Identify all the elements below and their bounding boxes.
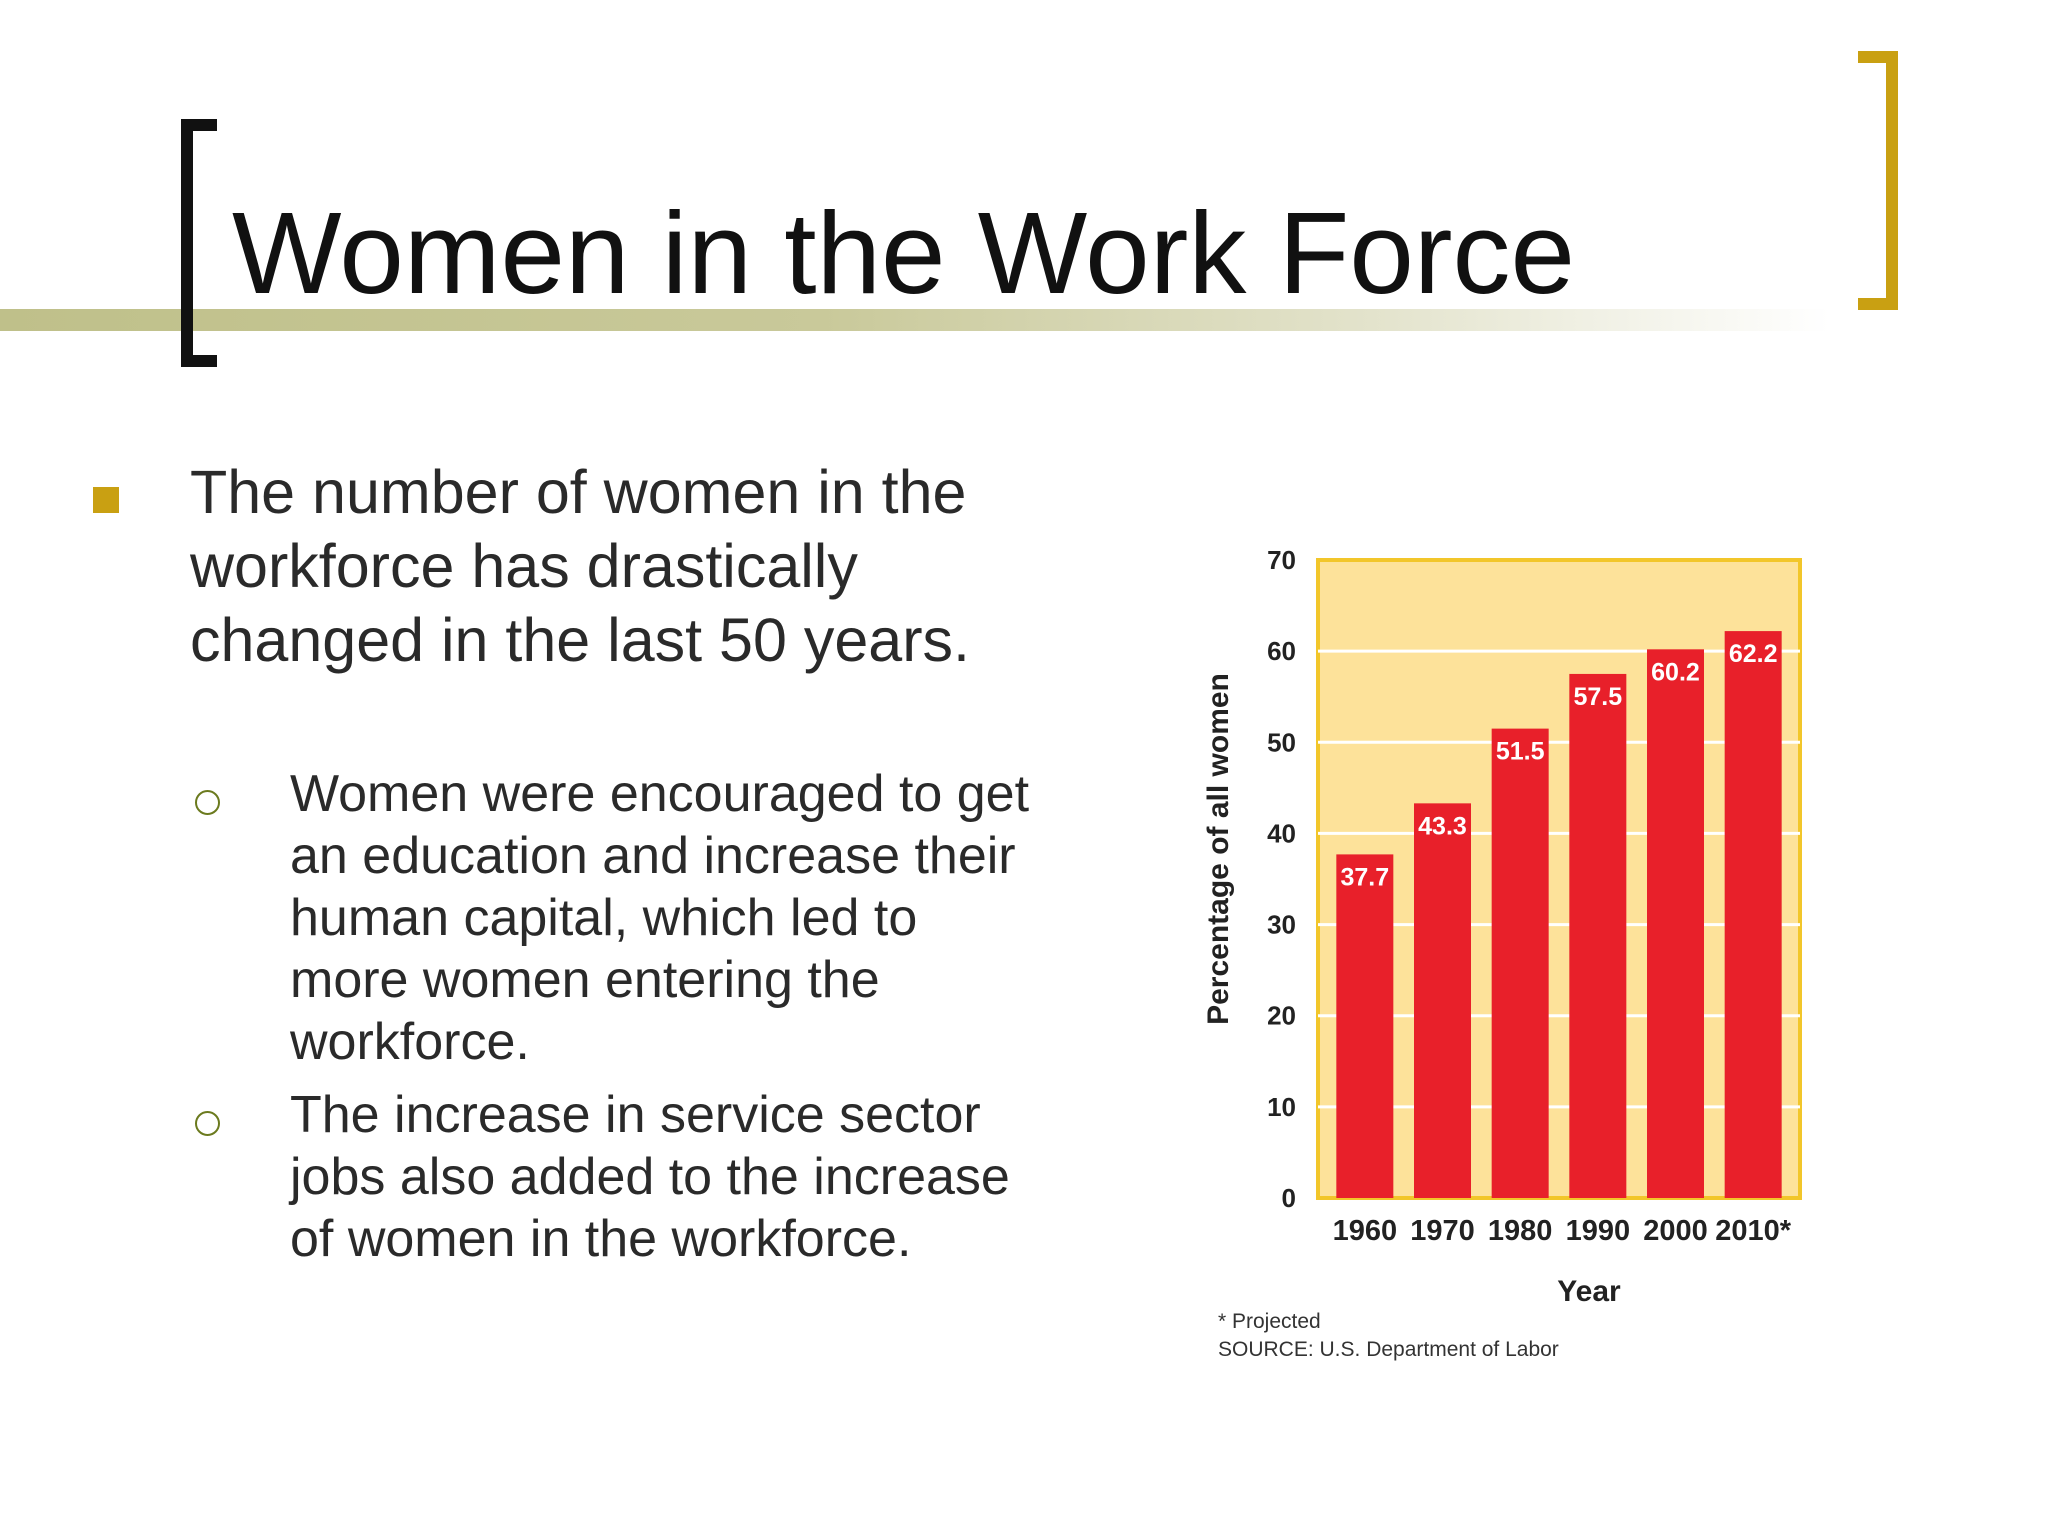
y-tick-label: 20 (1267, 1001, 1296, 1031)
x-tick-label: 2000 (1643, 1215, 1708, 1247)
footnote-projected: * Projected (1218, 1310, 1321, 1333)
y-tick-label: 70 (1267, 545, 1296, 575)
footnote-source: SOURCE: U.S. Department of Labor (1218, 1338, 1559, 1361)
y-tick-label: 50 (1267, 727, 1296, 757)
bar-1980 (1491, 728, 1549, 1198)
left-bracket-decoration (181, 119, 217, 367)
bar-value-label: 43.3 (1418, 812, 1467, 840)
y-tick-label: 10 (1267, 1092, 1296, 1122)
right-bracket-decoration (1858, 51, 1898, 310)
bar-1970 (1414, 803, 1471, 1198)
x-axis-title: Year (1557, 1275, 1621, 1308)
x-tick-label: 1960 (1333, 1215, 1398, 1247)
x-tick-label: 1970 (1410, 1215, 1475, 1247)
bar-value-label: 62.2 (1729, 640, 1778, 668)
bar-value-label: 57.5 (1573, 683, 1622, 711)
bar-1960 (1336, 854, 1394, 1198)
y-tick-label: 60 (1267, 636, 1296, 666)
x-tick-label: 1980 (1488, 1215, 1553, 1247)
bar-value-label: 60.2 (1651, 658, 1700, 686)
sub-bullet-text: Women were encouraged to get an educatio… (290, 765, 1030, 1071)
y-axis-ticks: 0 10 20 30 40 50 60 70 (1267, 545, 1296, 1213)
x-tick-label: 2010* (1715, 1215, 1792, 1247)
slide-title: Women in the Work Force (232, 188, 1576, 318)
y-tick-label: 40 (1267, 818, 1296, 848)
main-bullet-text: The number of women in the workforce has… (190, 458, 970, 674)
bar-value-label: 37.7 (1340, 863, 1389, 891)
y-tick-label: 30 (1267, 910, 1296, 940)
bar-chart: 37.7 43.3 51.5 57.5 60.2 62.2 0 10 20 30 40 50 60 70… (1202, 545, 1802, 1361)
circle-bullet-icon (195, 790, 220, 815)
sub-bullet-text: The increase in service sector jobs also… (290, 1086, 1010, 1268)
x-tick-label: 1990 (1566, 1215, 1631, 1247)
bars (1336, 631, 1782, 1198)
bar-value-label: 51.5 (1496, 738, 1545, 766)
x-axis-ticks: 1960 1970 1980 1990 2000 2010* (1333, 1215, 1792, 1247)
square-bullet-icon (93, 487, 119, 513)
bar-1990 (1569, 673, 1627, 1198)
circle-bullet-icon (195, 1111, 220, 1136)
plot-background (1316, 558, 1802, 1200)
bar-value-labels: 37.7 43.3 51.5 57.5 60.2 62.2 (1340, 640, 1777, 891)
bar-2000 (1647, 649, 1704, 1198)
y-tick-label: 0 (1282, 1183, 1296, 1213)
y-axis-title: Percentage of all women (1202, 673, 1235, 1025)
gridlines (1318, 649, 1800, 1109)
bar-2010 (1724, 631, 1782, 1198)
title-underline-rule (0, 309, 1830, 331)
